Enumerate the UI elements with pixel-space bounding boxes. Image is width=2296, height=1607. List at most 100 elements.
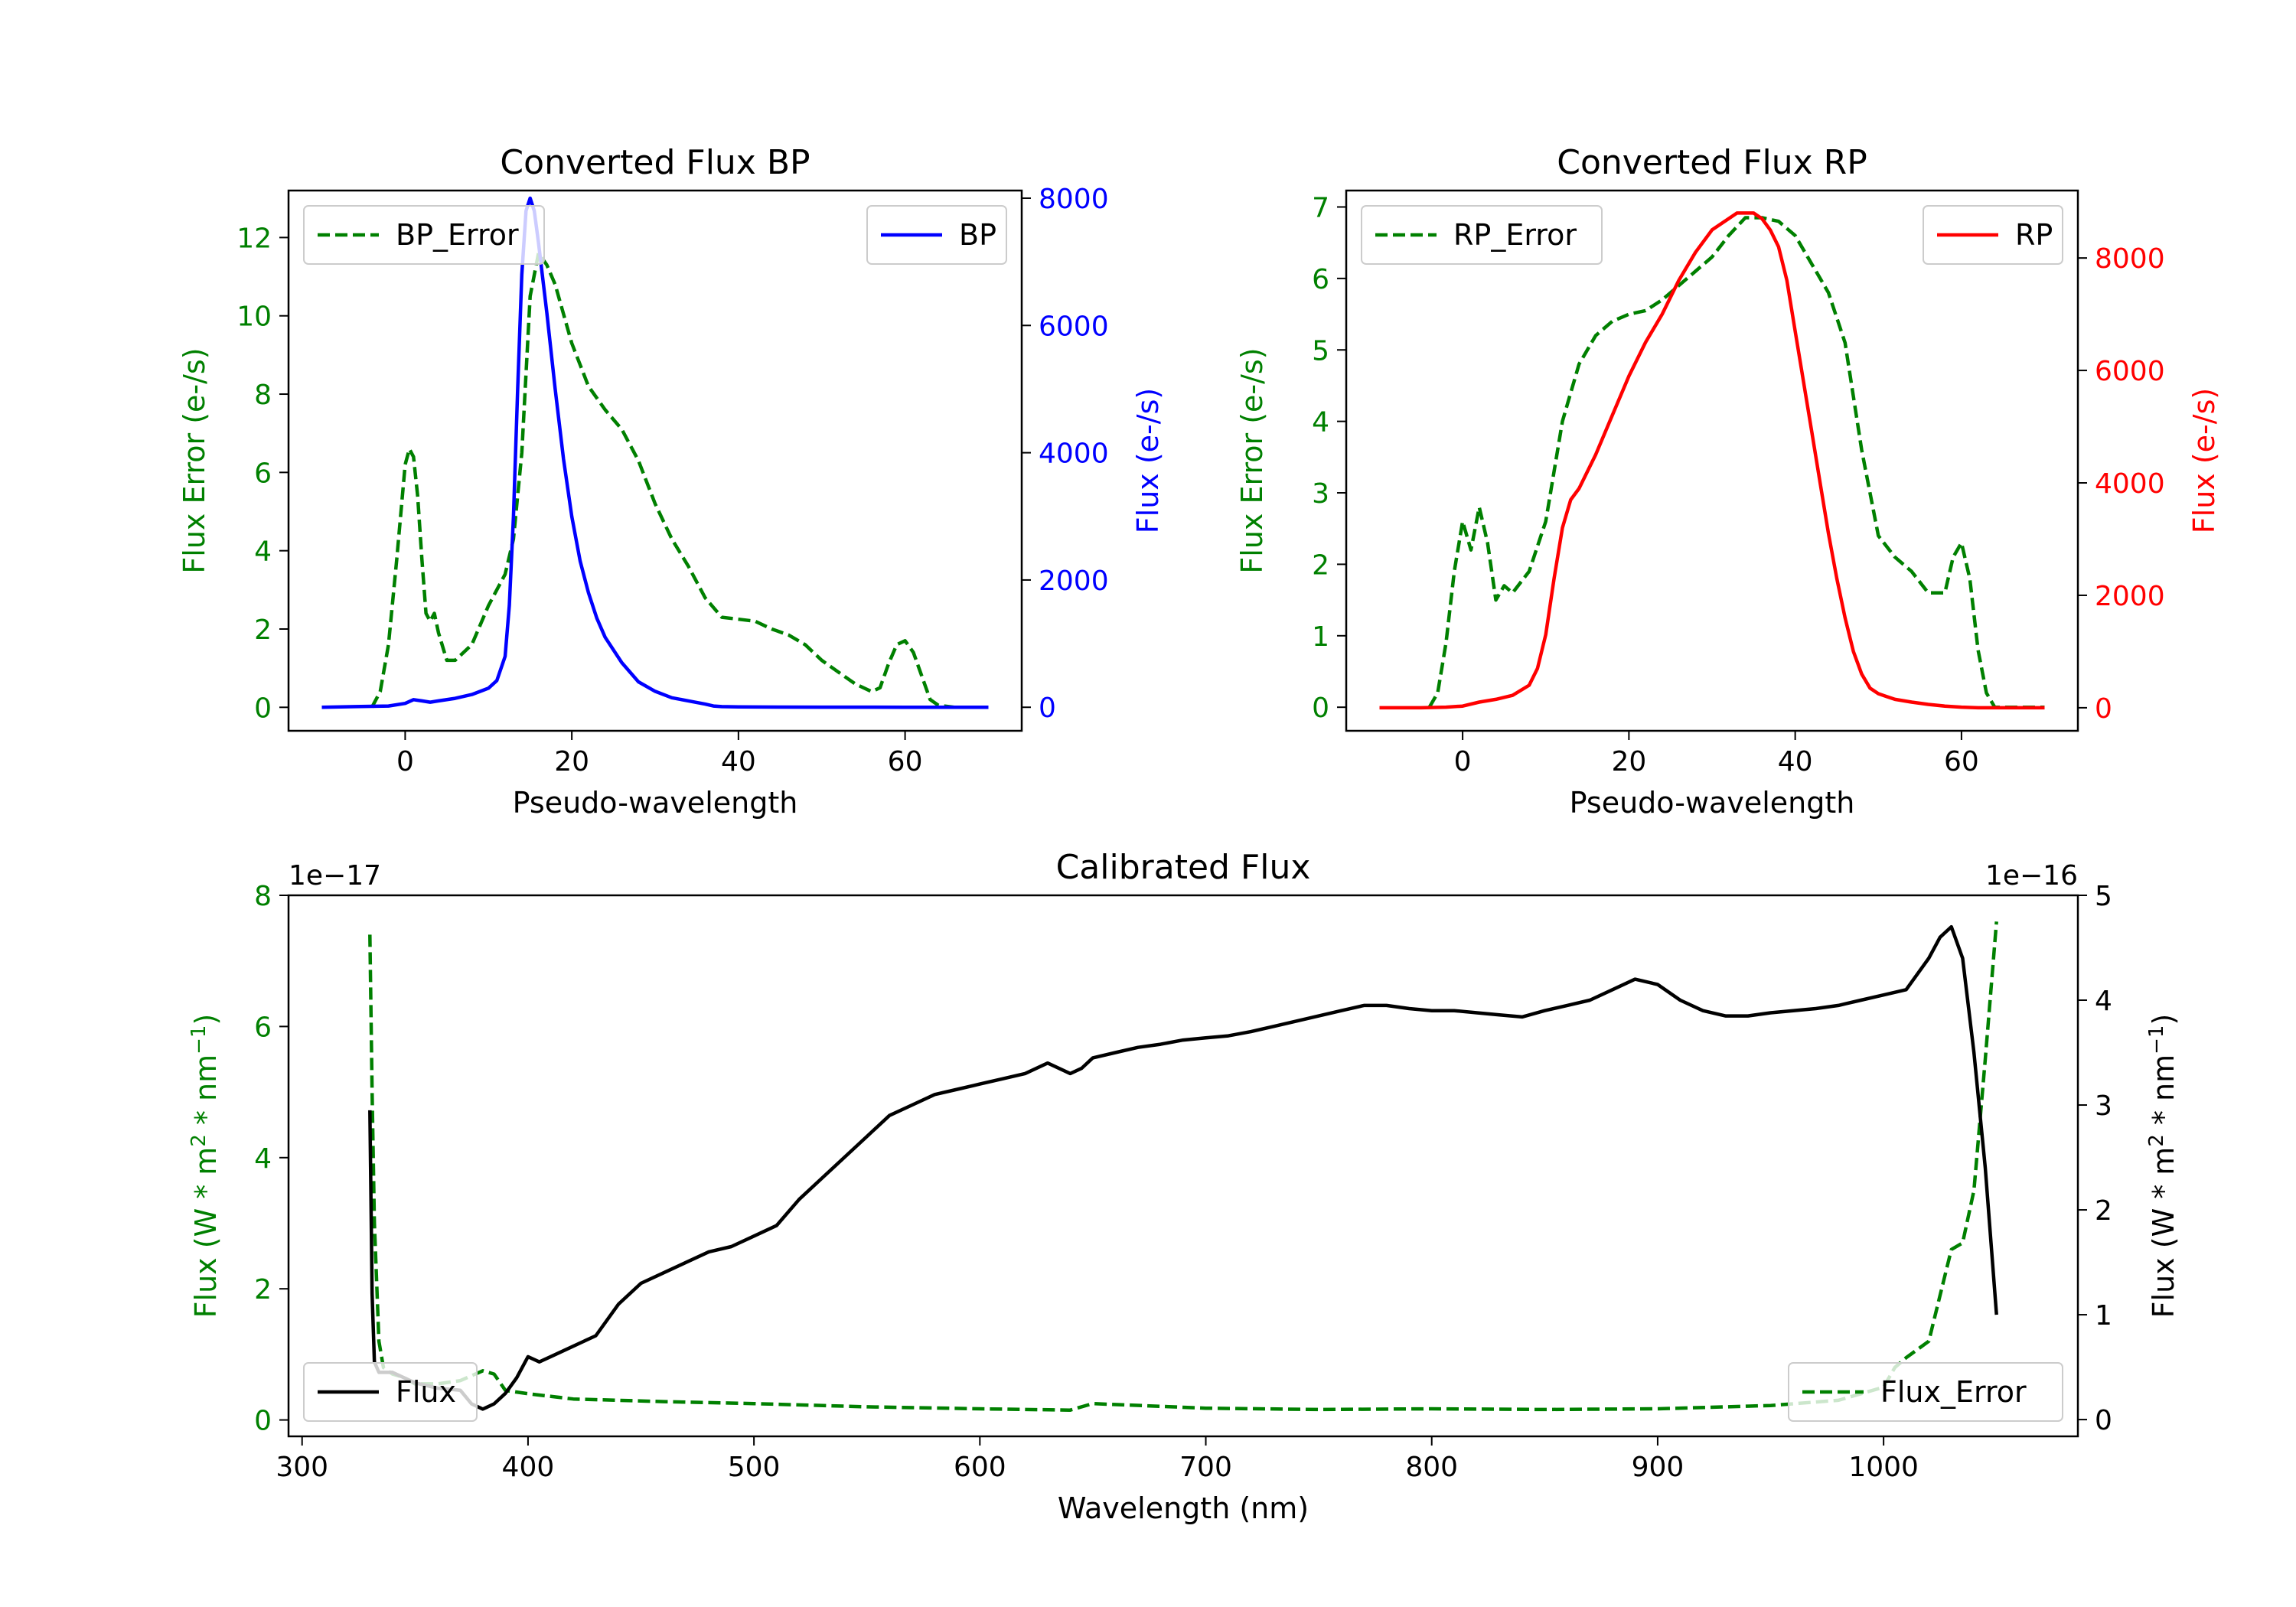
- y-right-tick-label: 4000: [1039, 438, 1109, 470]
- chart-title: Calibrated Flux: [1056, 848, 1311, 887]
- y-right-tick-label: 0: [1039, 693, 1056, 724]
- plot-frame: [287, 189, 1023, 732]
- y-right-tick-label: 0: [2095, 1405, 2112, 1436]
- x-tick-label: 20: [554, 746, 589, 777]
- y-right-axis-label: Flux (W * m2 * nm−1): [2145, 1014, 2180, 1319]
- y-left-tick-label: 3: [1312, 478, 1329, 510]
- series-flux-error: [368, 921, 1998, 1412]
- legend-right: BP: [866, 205, 1007, 265]
- x-tick-label: 1000: [1848, 1452, 1919, 1483]
- y-left-tick-label: 2: [254, 614, 272, 646]
- x-axis-label: Pseudo-wavelength: [513, 786, 798, 820]
- y-left-tick-label: 5: [1312, 335, 1329, 367]
- label-sup: 2: [2145, 1134, 2168, 1147]
- y-left-tick-label: 6: [254, 458, 272, 489]
- panel-cal: 300 400 500 600 700 800 900 1000 0 2 4 6 8 0 1 2 3 4 5 Cali…: [188, 848, 2180, 1525]
- panel-rp: 0 20 40 60 0 1 2 3 4 5 6 7 0 2000 4000 6000 8000 Converte…: [1235, 143, 2221, 820]
- y-left-tick-label: 4: [254, 1143, 272, 1175]
- series-flux: [368, 924, 1998, 1411]
- y-left-tick-label: 1: [1312, 621, 1329, 653]
- legend-left: RP_Error: [1361, 205, 1603, 265]
- y-right-tick-label: 6000: [2095, 356, 2165, 387]
- series-bp-error: [370, 251, 989, 709]
- plot-frame: [287, 894, 2079, 1438]
- y-left-tick-label: 8: [254, 881, 272, 912]
- y-left-tick-label: 4: [254, 536, 272, 568]
- series-rp-error: [1427, 216, 2045, 709]
- y-left-tick-label: 0: [254, 1406, 272, 1437]
- x-tick-label: 20: [1611, 746, 1646, 777]
- x-tick-label: 40: [1778, 746, 1813, 777]
- y-left-tick-label: 2: [1312, 549, 1329, 581]
- y-right-tick-label: 5: [2095, 881, 2112, 912]
- x-tick-label: 900: [1632, 1452, 1684, 1483]
- y-right-tick-label: 2: [2095, 1195, 2112, 1227]
- label-part: ): [2147, 1014, 2180, 1025]
- legend-right: Flux_Error: [1788, 1362, 2063, 1422]
- label-sup: 2: [188, 1134, 210, 1147]
- x-tick-label: 40: [721, 746, 756, 777]
- x-tick-label: 500: [728, 1452, 781, 1483]
- legend-right: RP: [1923, 205, 2063, 265]
- y-right-tick-label: 2000: [1039, 566, 1109, 597]
- label-sup: −1: [188, 1025, 210, 1054]
- y-left-axis-label: Flux Error (e-/s): [178, 347, 211, 573]
- x-tick-label: 60: [1944, 746, 1979, 777]
- panel-bp: 0 20 40 60 0 2 4 6 8 10 12 0 2000 4000 6000 8000 Convert…: [178, 143, 1165, 820]
- y-left-tick-label: 2: [254, 1274, 272, 1305]
- legend-label: BP_Error: [396, 218, 519, 252]
- y-left-tick-label: 0: [254, 693, 272, 724]
- label-part: ): [189, 1014, 223, 1025]
- x-tick-label: 0: [396, 746, 414, 777]
- legend-label: Flux: [396, 1375, 456, 1409]
- label-part: * nm: [189, 1054, 223, 1134]
- y-left-axis-label: Flux (W * m2 * nm−1): [188, 1014, 223, 1319]
- y-right-tick-label: 1: [2095, 1300, 2112, 1332]
- y-left-tick-label: 6: [254, 1012, 272, 1043]
- x-tick-label: 800: [1405, 1452, 1458, 1483]
- y-left-tick-label: 12: [236, 223, 272, 254]
- legend-box: [1788, 1362, 2063, 1422]
- x-tick-label: 300: [276, 1452, 328, 1483]
- y-left-tick-label: 8: [254, 380, 272, 411]
- x-tick-label: 700: [1179, 1452, 1232, 1483]
- series-rp: [1379, 211, 2045, 710]
- y-right-axis-label: Flux (e-/s): [1131, 388, 1165, 533]
- x-tick-label: 600: [954, 1452, 1006, 1483]
- y-right-tick-label: 6000: [1039, 311, 1109, 342]
- y-right-tick-label: 4000: [2095, 468, 2165, 500]
- y-left-tick-label: 10: [236, 302, 272, 333]
- legend-label: RP: [2015, 218, 2053, 252]
- legend-label: RP_Error: [1453, 218, 1577, 252]
- y-right-tick-label: 3: [2095, 1090, 2112, 1122]
- label-part: * nm: [2147, 1054, 2180, 1134]
- y-right-axis-label: Flux (e-/s): [2187, 388, 2221, 533]
- x-axis-label: Pseudo-wavelength: [1570, 786, 1855, 820]
- y-right-tick-label: 4: [2095, 986, 2112, 1017]
- label-sup: −1: [2145, 1025, 2168, 1054]
- legend-left: BP_Error: [303, 205, 545, 265]
- label-part: Flux (W * m: [2147, 1147, 2180, 1319]
- y-left-tick-label: 4: [1312, 407, 1329, 438]
- x-axis-label: Wavelength (nm): [1058, 1491, 1309, 1525]
- label-part: Flux (W * m: [189, 1147, 223, 1319]
- y-left-tick-label: 6: [1312, 264, 1329, 295]
- x-tick-label: 0: [1454, 746, 1472, 777]
- x-tick-label: 60: [888, 746, 923, 777]
- y-right-tick-label: 8000: [1039, 184, 1109, 215]
- y-right-tick-label: 8000: [2095, 243, 2165, 275]
- y-left-tick-label: 7: [1312, 192, 1329, 223]
- legend-label: Flux_Error: [1880, 1375, 2027, 1409]
- chart-title: Converted Flux RP: [1557, 143, 1867, 182]
- plot-frame: [1345, 189, 2079, 732]
- y-left-tick-label: 0: [1312, 693, 1329, 724]
- series-bp: [321, 196, 989, 709]
- y-right-tick-label: 2000: [2095, 581, 2165, 612]
- y-right-offset: 1e−16: [1985, 860, 2078, 892]
- chart-title: Converted Flux BP: [500, 143, 810, 182]
- y-right-tick-label: 0: [2095, 693, 2112, 725]
- legend-left: Flux: [303, 1362, 478, 1422]
- y-left-axis-label: Flux Error (e-/s): [1235, 347, 1269, 573]
- x-tick-label: 400: [502, 1452, 555, 1483]
